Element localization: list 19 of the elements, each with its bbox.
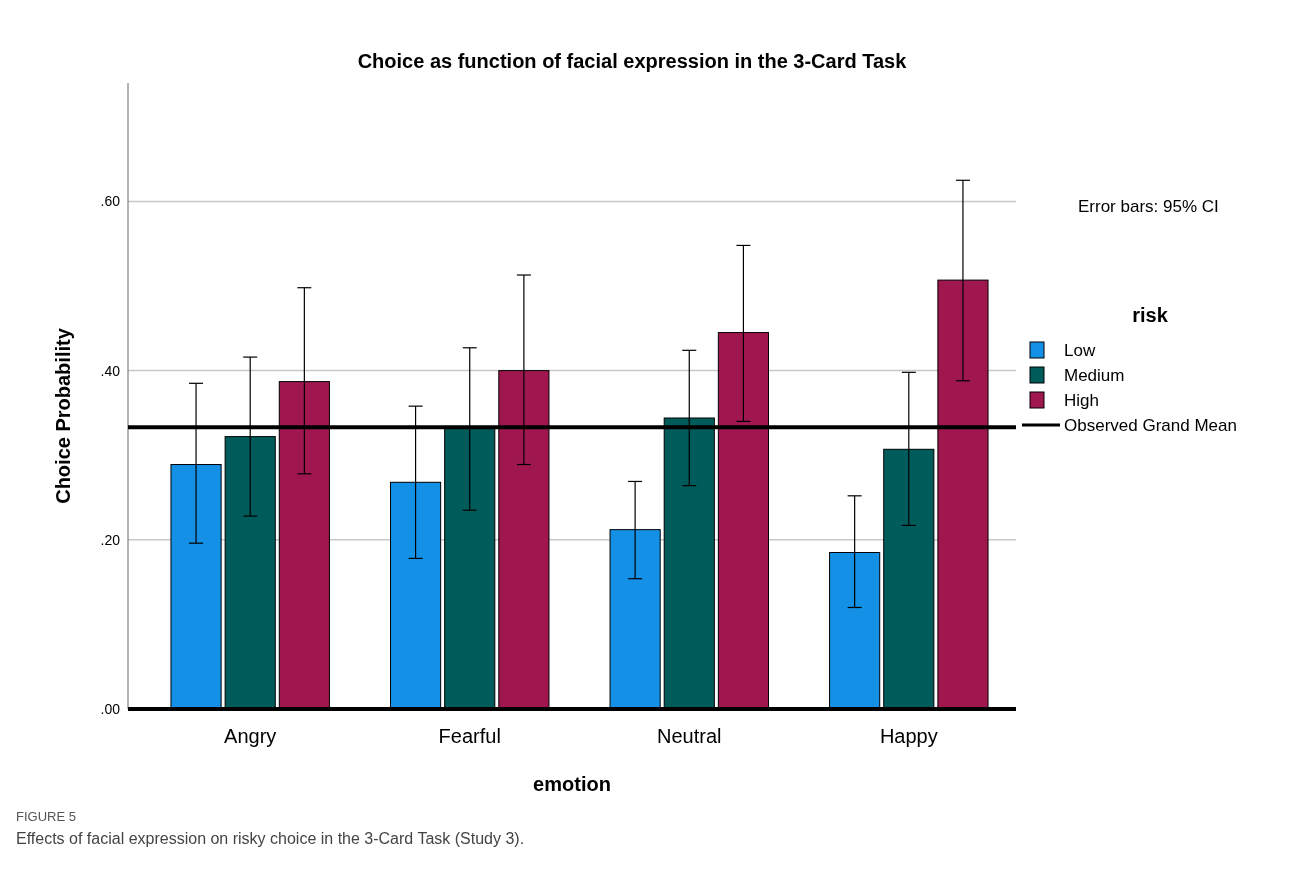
x-tick-label: Happy (879, 725, 938, 747)
text: Error bars: 95% CI (1078, 197, 1219, 216)
y-tick-label: .00 (100, 701, 121, 717)
x-tick-label: Fearful (438, 725, 501, 747)
legend-label: High (1064, 391, 1099, 410)
x-axis-title: emotion (533, 773, 611, 795)
x-tick-label: Angry (224, 725, 277, 747)
chart-title: Choice as function of facial expression in the 3-Card Task (357, 50, 908, 72)
caption: FIGURE 5 (16, 809, 76, 824)
legend-label: Medium (1064, 366, 1125, 385)
y-axis-title: Choice Probability (52, 327, 74, 504)
y-tick-label: .60 (100, 193, 121, 210)
x-tick-label: Neutral (657, 725, 722, 747)
legend-label: Low (1064, 341, 1096, 360)
text: Effects of facial expression on risky choice in the 3-Card Task (Study 3). (16, 830, 525, 847)
ref-line-label: Observed Grand Mean (1064, 416, 1237, 435)
y-tick-label: .20 (100, 531, 121, 548)
legend-title: risk (1132, 304, 1169, 326)
y-tick-label: .40 (100, 362, 121, 379)
